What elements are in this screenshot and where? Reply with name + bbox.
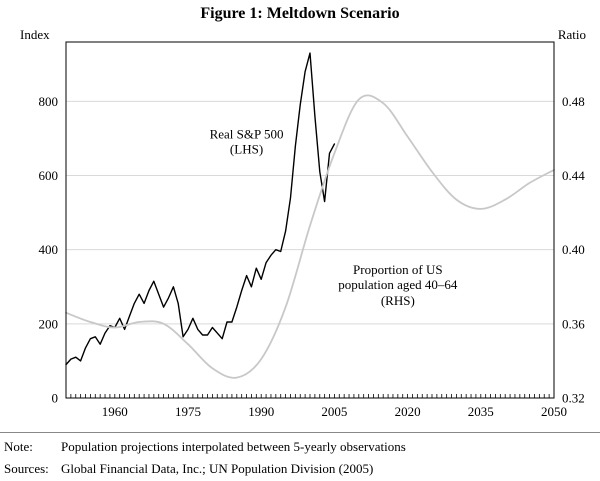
- x-tick-label: 1990: [248, 404, 274, 419]
- left-tick-label: 600: [39, 168, 59, 183]
- sources-label: Sources:: [4, 461, 49, 476]
- sp500-label: Real S&P 500 (LHS): [209, 126, 284, 158]
- left-tick-label: 200: [39, 316, 59, 331]
- figure-notes: Note: Population projections interpolate…: [0, 432, 600, 477]
- right-tick-label: 0.40: [562, 242, 585, 257]
- right-axis-title: Ratio: [557, 27, 586, 42]
- note-label: Note:: [4, 439, 33, 454]
- sp500-line: [65, 52, 336, 366]
- sources-row: Sources: Global Financial Data, Inc.; UN…: [0, 461, 600, 477]
- left-tick-label: 800: [39, 94, 59, 109]
- population-line: [65, 94, 555, 379]
- left-tick-label: 400: [39, 242, 59, 257]
- x-tick-label: 2050: [541, 404, 567, 419]
- left-axis-title: Index: [20, 27, 50, 42]
- x-tick-label: 2020: [395, 404, 421, 419]
- plot-border: [65, 41, 555, 399]
- right-tick-label: 0.36: [562, 316, 585, 331]
- right-tick-label: 0.44: [562, 168, 585, 183]
- note-row: Note: Population projections interpolate…: [0, 439, 600, 455]
- population-label: Proportion of US population aged 40–64 (RH…: [338, 261, 458, 308]
- x-tick-label: 2005: [321, 404, 347, 419]
- right-tick-label: 0.48: [562, 94, 585, 109]
- chart-plot-area: 0 200 400 600 800 0.32 0.36 0.40 0.44 0.48 1960 197…: [39, 41, 585, 419]
- sources-text: Global Financial Data, Inc.; UN Populati…: [61, 461, 374, 476]
- chart-annotations: Real S&P 500 (LHS) Proportion of US populat…: [209, 126, 458, 308]
- right-tick-label: 0.32: [562, 391, 585, 406]
- left-tick-label: 0: [52, 391, 59, 406]
- x-tick-label: 1960: [102, 404, 128, 419]
- figure-title: Figure 1: Meltdown Scenario: [200, 5, 400, 22]
- x-tick-label: 1975: [175, 404, 201, 419]
- x-tick-label: 2035: [468, 404, 494, 419]
- note-text: Population projections interpolated betw…: [61, 439, 406, 454]
